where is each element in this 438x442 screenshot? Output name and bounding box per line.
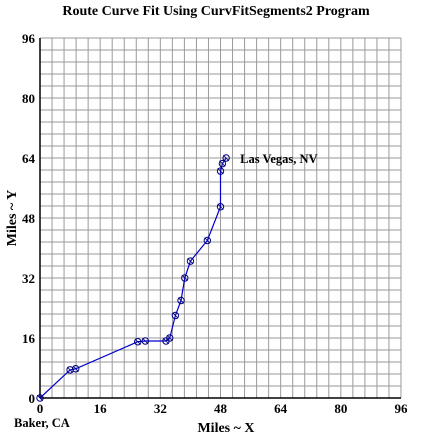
annotation-label: Las Vegas, NV xyxy=(240,152,317,166)
chart-tick-labels: 0 16 32 48 64 80 96 0 16 32 48 64 80 96 xyxy=(22,31,408,416)
y-tick-label: 16 xyxy=(22,331,36,346)
route-point-cross xyxy=(177,297,185,304)
route-point-cross xyxy=(134,338,141,345)
route-point-marker xyxy=(72,365,80,373)
x-tick-label: 48 xyxy=(214,401,228,416)
route-point-marker xyxy=(36,394,44,402)
route-point-cross xyxy=(217,203,224,210)
route-point-marker xyxy=(216,167,225,175)
y-tick-label: 48 xyxy=(22,211,36,226)
route-point-marker xyxy=(216,203,225,211)
route-point-marker xyxy=(134,338,142,346)
route-point-marker xyxy=(218,159,227,168)
route-point-cross xyxy=(166,334,173,342)
route-point-cross xyxy=(219,160,226,167)
chart-grid xyxy=(39,37,402,399)
route-point-cross xyxy=(36,394,44,402)
route-point-marker xyxy=(141,337,149,345)
y-tick-label: 0 xyxy=(29,391,36,406)
y-tick-label: 32 xyxy=(22,271,35,286)
route-point-marker xyxy=(203,236,212,245)
route-point-marker xyxy=(181,274,189,282)
route-point-marker xyxy=(177,296,185,305)
route-point-marker xyxy=(166,334,174,342)
route-point-cross xyxy=(223,154,230,162)
chart-annotations: Las Vegas, NV Baker, CA xyxy=(14,152,318,430)
x-tick-label: 16 xyxy=(94,401,108,416)
route-point-marker xyxy=(222,154,230,162)
x-axis-label: Miles ~ X xyxy=(197,421,254,436)
route-point-cross xyxy=(217,168,224,175)
chart-title: Route Curve Fit Using CurvFitSegments2 P… xyxy=(62,4,370,19)
route-point-cross xyxy=(162,337,170,345)
y-tick-label: 80 xyxy=(22,91,35,106)
x-tick-label: 64 xyxy=(274,401,288,416)
route-point-cross xyxy=(187,258,194,265)
route-point-cross xyxy=(67,366,74,373)
route-point-marker xyxy=(171,311,180,320)
x-tick-label: 32 xyxy=(154,401,167,416)
x-tick-label: 96 xyxy=(395,401,409,416)
y-tick-label: 96 xyxy=(22,31,36,46)
chart-axes xyxy=(39,38,401,399)
annotation-label: Baker, CA xyxy=(14,416,70,430)
y-tick-label: 64 xyxy=(22,151,36,166)
route-point-marker xyxy=(186,257,195,265)
y-axis-label: Miles ~ Y xyxy=(5,190,20,247)
route-series xyxy=(36,154,230,402)
route-point-cross xyxy=(72,365,79,372)
route-point-cross xyxy=(204,237,211,244)
x-tick-label: 80 xyxy=(334,401,347,416)
x-tick-label: 0 xyxy=(37,401,44,416)
route-point-cross xyxy=(142,337,149,345)
route-point-marker xyxy=(66,366,74,374)
route-point-cross xyxy=(172,312,179,319)
route-line xyxy=(39,157,227,399)
route-point-cross xyxy=(181,274,188,282)
